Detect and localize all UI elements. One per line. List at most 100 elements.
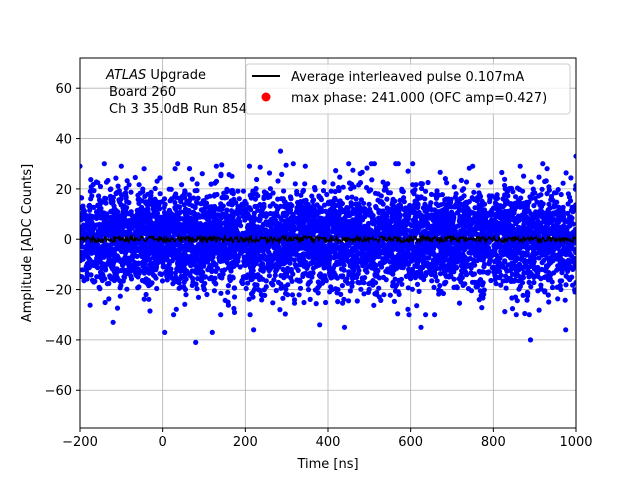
scatter-point [251, 210, 257, 216]
scatter-point [563, 170, 569, 176]
scatter-point [487, 199, 493, 205]
scatter-point [349, 283, 355, 289]
scatter-point [288, 256, 294, 262]
scatter-point [186, 192, 192, 198]
scatter-point [406, 312, 412, 318]
scatter-point [397, 231, 403, 237]
scatter-point [278, 281, 284, 287]
scatter-point [252, 282, 258, 288]
scatter-point [88, 196, 94, 202]
scatter-point [567, 252, 573, 258]
scatter-point [281, 241, 288, 247]
scatter-point [374, 290, 380, 296]
scatter-point [460, 246, 466, 252]
scatter-point [142, 193, 148, 199]
scatter-point [104, 281, 110, 287]
scatter-point [433, 201, 439, 207]
scatter-point [134, 253, 140, 259]
scatter-point [538, 282, 544, 288]
scatter-point [419, 185, 425, 192]
scatter-point [289, 203, 295, 209]
scatter-point [124, 198, 130, 204]
scatter-point [440, 216, 446, 222]
scatter-point [118, 192, 124, 198]
scatter-point [481, 287, 487, 293]
scatter-point [147, 308, 153, 314]
scatter-point [94, 274, 100, 280]
scatter-point [466, 250, 472, 256]
scatter-point [337, 174, 343, 180]
scatter-point [521, 200, 527, 206]
scatter-point [434, 188, 440, 194]
scatter-point [301, 299, 307, 306]
scatter-point [211, 203, 218, 210]
scatter-point [108, 200, 115, 206]
scatter-point [272, 272, 278, 278]
scatter-point [480, 280, 486, 286]
scatter-point [358, 197, 364, 203]
scatter-point [247, 312, 253, 318]
scatter-point [91, 204, 97, 210]
scatter-point [568, 175, 574, 181]
scatter-point [80, 267, 86, 273]
scatter-point [172, 206, 178, 212]
scatter-point [296, 292, 302, 298]
scatter-point [554, 284, 560, 290]
scatter-point [330, 181, 336, 187]
scatter-point [194, 181, 200, 187]
scatter-point [455, 210, 461, 216]
scatter-point [533, 209, 539, 215]
scatter-point [513, 312, 519, 318]
scatter-point [350, 167, 356, 173]
scatter-point [101, 161, 107, 167]
scatter-point [218, 246, 224, 252]
scatter-point [168, 270, 174, 276]
scatter-point [562, 297, 568, 303]
scatter-point [86, 259, 92, 265]
scatter-point [496, 275, 503, 281]
scatter-point [263, 278, 269, 284]
scatter-point [328, 188, 334, 194]
scatter-point [181, 249, 187, 256]
scatter-point [380, 256, 386, 262]
scatter-point [243, 285, 249, 292]
scatter-point [80, 195, 85, 201]
scatter-point [114, 305, 121, 311]
scatter-point [132, 174, 138, 181]
scatter-point [230, 220, 236, 226]
scatter-point [509, 306, 516, 312]
scatter-point [534, 199, 540, 205]
scatter-point [559, 267, 566, 273]
scatter-point [414, 303, 420, 309]
scatter-point [245, 252, 251, 258]
scatter-point [333, 286, 339, 292]
scatter-point [475, 197, 481, 203]
scatter-point [463, 179, 470, 185]
scatter-point [194, 270, 200, 276]
scatter-point [347, 288, 353, 294]
scatter-point [292, 181, 298, 187]
scatter-point [535, 288, 541, 294]
scatter-point [362, 213, 368, 220]
scatter-point [80, 224, 83, 230]
scatter-point [148, 192, 154, 199]
scatter-point [310, 198, 316, 204]
scatter-point [566, 194, 573, 200]
scatter-point [195, 294, 202, 300]
scatter-point [552, 202, 558, 208]
scatter-point [257, 288, 263, 294]
scatter-point [354, 298, 360, 304]
scatter-point [526, 312, 532, 318]
scatter-point [172, 199, 178, 206]
scatter-point [213, 262, 219, 268]
scatter-point [228, 212, 235, 218]
scatter-point [381, 292, 387, 298]
scatter-point [312, 184, 318, 191]
scatter-point [333, 168, 339, 174]
scatter-point [535, 220, 541, 226]
scatter-point [287, 220, 293, 226]
scatter-point [499, 169, 505, 176]
scatter-point [498, 282, 504, 288]
scatter-point [421, 220, 427, 226]
scatter-point [277, 203, 284, 209]
